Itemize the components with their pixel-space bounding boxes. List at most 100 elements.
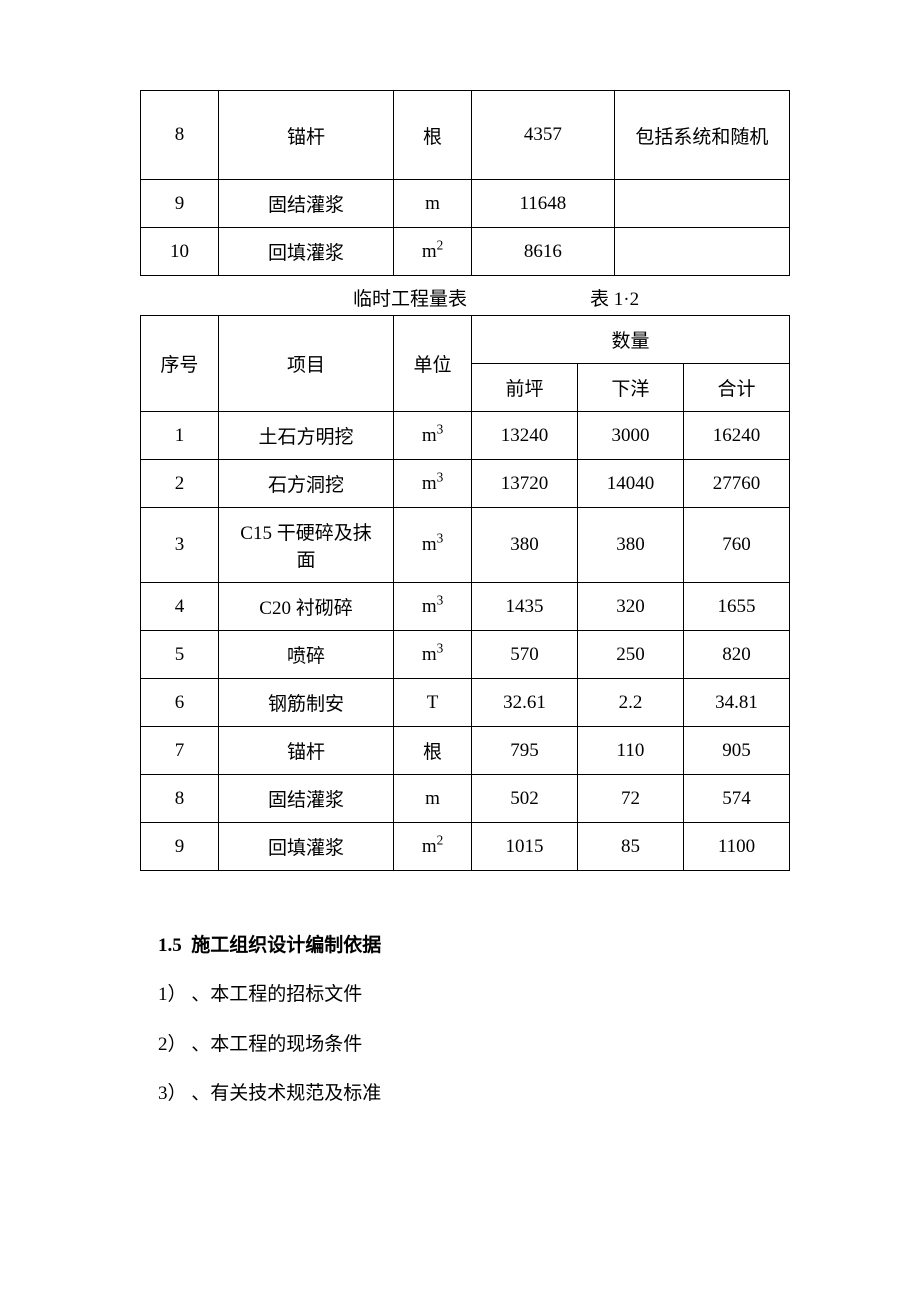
table-row: 9回填灌浆m21015851100 <box>141 823 790 871</box>
table-row: 10回填灌浆m28616 <box>141 228 790 276</box>
cell-qian: 1015 <box>471 823 577 871</box>
table2-caption: 临时工程量表 表 1·2 <box>140 276 790 315</box>
table2-label: 表 1·2 <box>560 284 790 311</box>
cell-qian: 13720 <box>471 460 577 508</box>
cell-total: 1100 <box>683 823 789 871</box>
cell-unit: 根 <box>394 91 472 180</box>
cell-no: 6 <box>141 679 219 727</box>
cell-total: 760 <box>683 508 789 583</box>
cell-no: 10 <box>141 228 219 276</box>
cell-unit: m <box>394 775 472 823</box>
col-total: 合计 <box>683 364 789 412</box>
table-row: 6钢筋制安T32.612.234.81 <box>141 679 790 727</box>
table-row: 2石方洞挖m3137201404027760 <box>141 460 790 508</box>
cell-total: 820 <box>683 631 789 679</box>
cell-no: 2 <box>141 460 219 508</box>
cell-no: 8 <box>141 91 219 180</box>
cell-no: 8 <box>141 775 219 823</box>
list-item: 2） 、本工程的现场条件 <box>158 1020 790 1069</box>
cell-total: 16240 <box>683 412 789 460</box>
cell-no: 9 <box>141 180 219 228</box>
cell-total: 27760 <box>683 460 789 508</box>
cell-unit: 根 <box>394 727 472 775</box>
cell-unit: m3 <box>394 412 472 460</box>
cell-xia: 3000 <box>577 412 683 460</box>
cell-xia: 110 <box>577 727 683 775</box>
col-no: 序号 <box>141 316 219 412</box>
list-item: 3） 、有关技术规范及标准 <box>158 1069 790 1118</box>
cell-item: 锚杆 <box>218 727 393 775</box>
cell-item: 石方洞挖 <box>218 460 393 508</box>
cell-xia: 14040 <box>577 460 683 508</box>
cell-unit: m <box>394 180 472 228</box>
cell-item: 土石方明挖 <box>218 412 393 460</box>
temporary-quantities-table: 序号项目单位数量前坪下洋合计1土石方明挖m3132403000162402石方洞… <box>140 315 790 871</box>
cell-unit: m2 <box>394 228 472 276</box>
cell-item: C20 衬砌碎 <box>218 583 393 631</box>
cell-xia: 72 <box>577 775 683 823</box>
section-heading-no: 1.5 <box>158 935 182 956</box>
cell-item: C15 干硬碎及抹面 <box>218 508 393 583</box>
cell-xia: 2.2 <box>577 679 683 727</box>
table-row: 5喷碎m3570250820 <box>141 631 790 679</box>
cell-qian: 795 <box>471 727 577 775</box>
cell-note <box>614 228 789 276</box>
table2-title: 临时工程量表 <box>140 284 560 311</box>
cell-no: 1 <box>141 412 219 460</box>
col-unit: 单位 <box>394 316 472 412</box>
table-row: 8固结灌浆m50272574 <box>141 775 790 823</box>
cell-item: 回填灌浆 <box>218 228 393 276</box>
cell-qian: 380 <box>471 508 577 583</box>
table-row: 1土石方明挖m313240300016240 <box>141 412 790 460</box>
cell-xia: 85 <box>577 823 683 871</box>
cell-xia: 250 <box>577 631 683 679</box>
table-header-row: 序号项目单位数量 <box>141 316 790 364</box>
cell-no: 7 <box>141 727 219 775</box>
cell-no: 9 <box>141 823 219 871</box>
cell-no: 3 <box>141 508 219 583</box>
cell-no: 4 <box>141 583 219 631</box>
cell-item: 固结灌浆 <box>218 775 393 823</box>
cell-total: 34.81 <box>683 679 789 727</box>
cell-item: 喷碎 <box>218 631 393 679</box>
cell-no: 5 <box>141 631 219 679</box>
cell-item: 钢筋制安 <box>218 679 393 727</box>
col-xia: 下洋 <box>577 364 683 412</box>
cell-xia: 380 <box>577 508 683 583</box>
table-row: 4C20 衬砌碎m314353201655 <box>141 583 790 631</box>
list-item: 1） 、本工程的招标文件 <box>158 970 790 1019</box>
table-row: 3C15 干硬碎及抹面m3380380760 <box>141 508 790 583</box>
cell-qian: 13240 <box>471 412 577 460</box>
cell-qty: 11648 <box>471 180 614 228</box>
cell-unit: m2 <box>394 823 472 871</box>
cell-item: 锚杆 <box>218 91 393 180</box>
cell-unit: m3 <box>394 583 472 631</box>
cell-qian: 1435 <box>471 583 577 631</box>
cell-total: 1655 <box>683 583 789 631</box>
quantities-table-1: 8锚杆根4357包括系统和随机9固结灌浆m1164810回填灌浆m28616 <box>140 90 790 276</box>
cell-qty: 4357 <box>471 91 614 180</box>
cell-unit: m3 <box>394 460 472 508</box>
cell-qian: 502 <box>471 775 577 823</box>
cell-qian: 570 <box>471 631 577 679</box>
table-row: 7锚杆根795110905 <box>141 727 790 775</box>
cell-note: 包括系统和随机 <box>614 91 789 180</box>
cell-qty: 8616 <box>471 228 614 276</box>
col-item: 项目 <box>218 316 393 412</box>
cell-item: 回填灌浆 <box>218 823 393 871</box>
section-basis: 1.5 施工组织设计编制依据 1） 、本工程的招标文件2） 、本工程的现场条件3… <box>140 921 790 1119</box>
cell-unit: m3 <box>394 508 472 583</box>
table-row: 8锚杆根4357包括系统和随机 <box>141 91 790 180</box>
cell-unit: T <box>394 679 472 727</box>
cell-unit: m3 <box>394 631 472 679</box>
cell-note <box>614 180 789 228</box>
col-qty-group: 数量 <box>471 316 789 364</box>
cell-xia: 320 <box>577 583 683 631</box>
cell-item: 固结灌浆 <box>218 180 393 228</box>
cell-total: 574 <box>683 775 789 823</box>
table-row: 9固结灌浆m11648 <box>141 180 790 228</box>
section-heading: 1.5 施工组织设计编制依据 <box>158 921 790 970</box>
cell-qian: 32.61 <box>471 679 577 727</box>
col-qian: 前坪 <box>471 364 577 412</box>
cell-total: 905 <box>683 727 789 775</box>
